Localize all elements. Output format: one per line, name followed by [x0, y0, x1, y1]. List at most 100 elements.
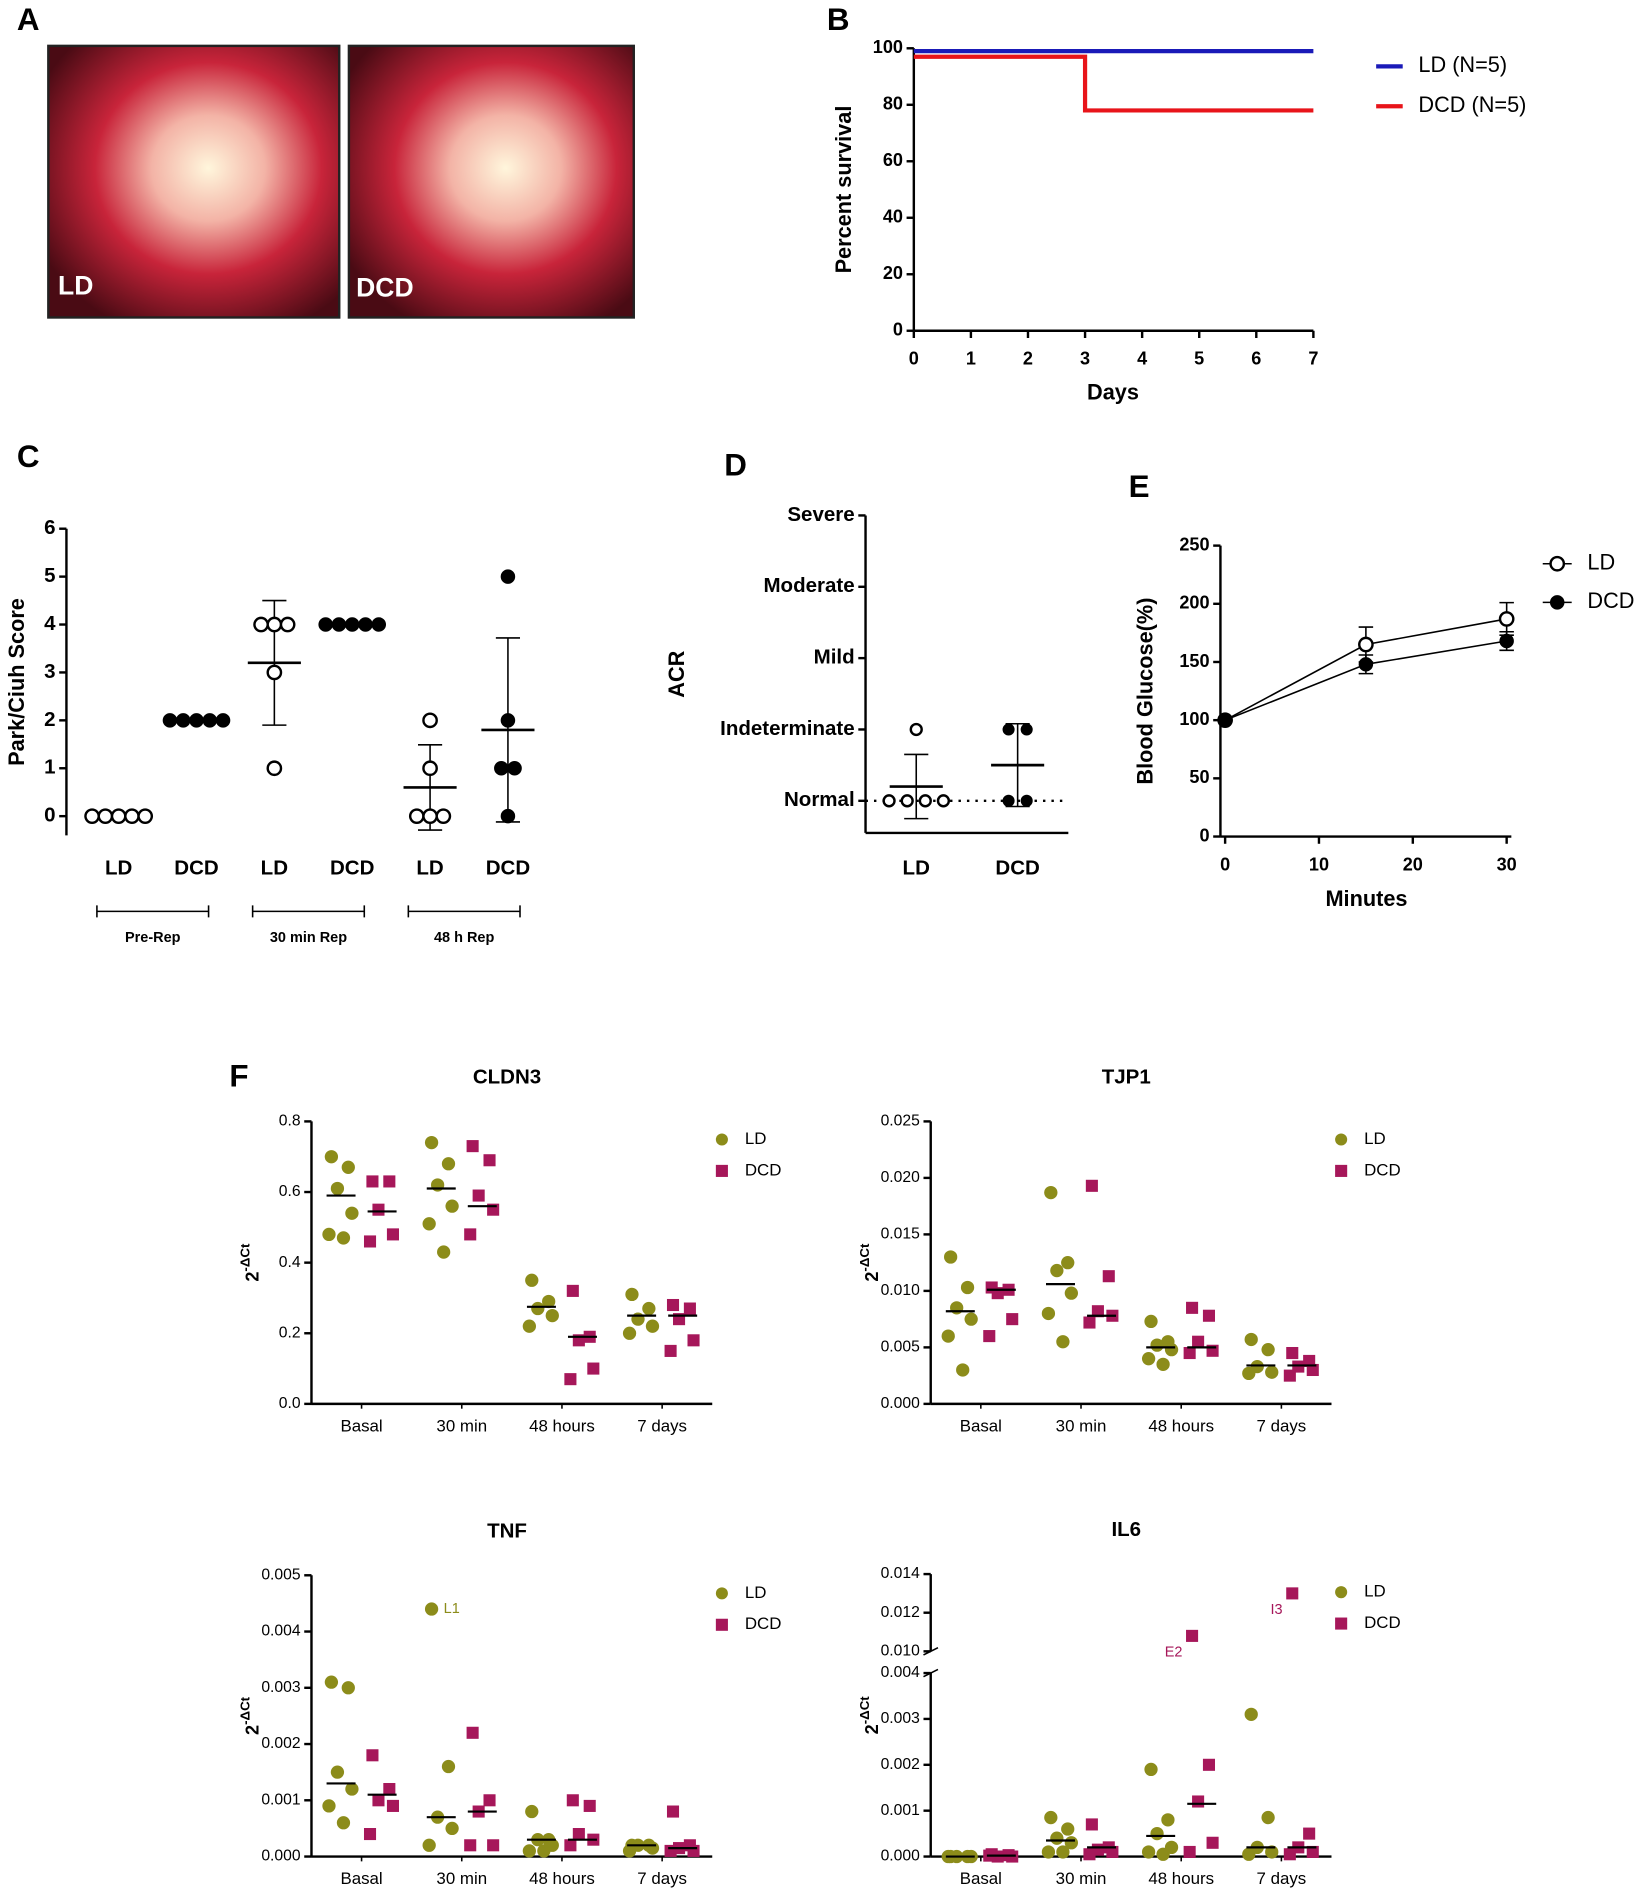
annotation: E2 — [1165, 1645, 1183, 1661]
point — [1056, 1845, 1070, 1859]
point — [97, 808, 114, 825]
y-axis-label: 2-ΔCt — [238, 1696, 263, 1735]
group-bracket — [251, 905, 366, 918]
y-tick-label: 0.004 — [881, 1664, 921, 1681]
y-tick-label: 0.015 — [881, 1226, 921, 1243]
y-tick-label: 0.002 — [261, 1735, 300, 1752]
x-tick-label: Basal — [960, 1869, 1002, 1888]
y-axis-label-sup: -ΔCt — [857, 1243, 872, 1272]
legend-label: LD — [1587, 549, 1615, 574]
point — [1050, 1263, 1064, 1278]
legend-label: DCD — [1587, 588, 1634, 613]
point — [1085, 1818, 1098, 1831]
point — [545, 1308, 559, 1323]
point — [422, 1838, 436, 1852]
panel-letter: D — [724, 447, 747, 482]
x-tick-label: 7 days — [1257, 1416, 1307, 1435]
point — [1102, 1270, 1115, 1283]
point — [1358, 657, 1374, 672]
point — [1303, 1827, 1316, 1840]
legend-marker — [1335, 1586, 1348, 1599]
point — [372, 1794, 385, 1807]
panel-letter: B — [827, 2, 850, 37]
point — [341, 1160, 355, 1174]
chart-title: IL6 — [1111, 1518, 1141, 1541]
point — [472, 1189, 485, 1202]
point — [464, 1228, 477, 1241]
point — [466, 1140, 479, 1153]
point — [960, 1280, 975, 1295]
y-tick-label: 0.020 — [881, 1169, 921, 1186]
y-tick-label: 100 — [1179, 709, 1209, 729]
point — [622, 1326, 637, 1340]
y-tick-label: 0.025 — [881, 1113, 921, 1130]
point — [162, 713, 178, 728]
y-tick-label: 0.000 — [881, 1848, 921, 1865]
legend-label: DCD (N=5) — [1418, 92, 1526, 117]
point — [983, 1330, 996, 1343]
point — [622, 1844, 637, 1858]
y-tick-label: 6 — [44, 516, 55, 539]
photo-label: DCD — [356, 273, 414, 303]
point — [687, 1844, 700, 1857]
y-axis-label-base: 2 — [862, 1724, 882, 1734]
point — [1183, 1346, 1196, 1360]
y-axis-label-base: 2 — [242, 1272, 262, 1282]
y-axis-label-base: 2 — [242, 1725, 262, 1735]
x-tick-label: 30 min — [436, 1869, 487, 1888]
point — [424, 1135, 439, 1150]
point — [1141, 1352, 1156, 1366]
point — [1499, 633, 1514, 649]
point — [564, 1839, 577, 1852]
point — [1192, 1335, 1205, 1348]
point — [372, 1203, 385, 1216]
y-tick-label: 0.003 — [261, 1679, 301, 1696]
point — [189, 713, 204, 728]
point — [1044, 1185, 1058, 1200]
point — [1085, 1179, 1098, 1192]
point — [936, 794, 951, 808]
point — [1041, 1845, 1056, 1859]
point — [1242, 1366, 1256, 1381]
y-axis-label: Percent survival — [831, 106, 856, 274]
point — [909, 722, 923, 737]
group-bracket — [96, 905, 210, 918]
point — [1306, 1363, 1319, 1377]
point — [500, 808, 516, 824]
point — [537, 1844, 551, 1858]
point — [422, 712, 438, 729]
point — [363, 1828, 377, 1841]
point — [466, 1726, 479, 1739]
x-tick-label: DCD — [330, 857, 374, 880]
point — [564, 1373, 577, 1386]
point — [331, 617, 347, 632]
x-tick-label: 30 min — [1056, 1869, 1107, 1888]
y-tick-label: 20 — [883, 263, 903, 283]
x-tick-label: LD — [416, 857, 443, 880]
legend-label: LD (N=5) — [1418, 52, 1507, 77]
x-tick-label: LD — [903, 857, 930, 880]
point — [566, 1794, 579, 1807]
point — [944, 1250, 958, 1264]
x-tick-label: Basal — [960, 1416, 1002, 1435]
point — [266, 616, 283, 633]
point — [1150, 1826, 1164, 1841]
x-tick-label: DCD — [995, 857, 1039, 880]
point — [687, 1334, 700, 1347]
chart-title: CLDN3 — [473, 1065, 541, 1088]
legend-marker — [715, 1133, 728, 1146]
y-axis-label-sup: -ΔCt — [857, 1696, 872, 1725]
legend-marker — [1335, 1617, 1348, 1630]
y-axis-label-sup: -ΔCt — [238, 1243, 253, 1272]
point — [1217, 712, 1233, 728]
point — [664, 1344, 677, 1357]
panel-letter: E — [1129, 469, 1150, 504]
y-tick-label: 1 — [44, 756, 55, 779]
x-axis-label: Minutes — [1325, 886, 1407, 911]
x-tick-label: 0 — [1220, 854, 1230, 874]
legend-label: DCD — [745, 1160, 782, 1179]
y-tick-label: 50 — [1189, 767, 1209, 787]
y-tick-label: 4 — [44, 612, 56, 635]
y-tick-label: 0.4 — [279, 1254, 301, 1271]
